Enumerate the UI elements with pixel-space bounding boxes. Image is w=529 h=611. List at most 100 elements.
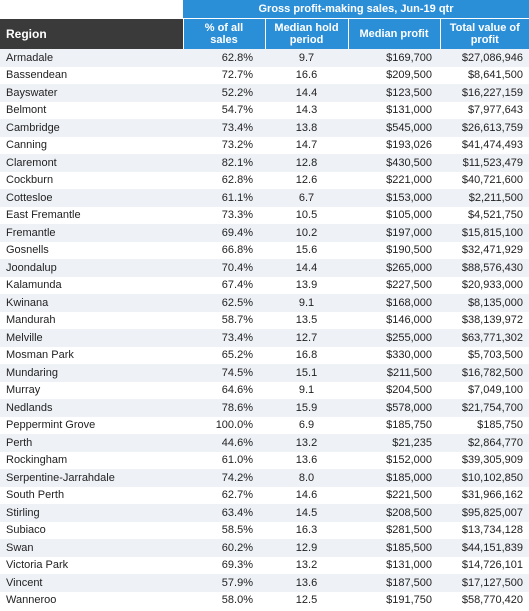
value-cell: 13.6 — [265, 574, 348, 592]
value-cell: 65.2% — [221, 349, 253, 362]
value-cell: 78.6% — [183, 399, 265, 417]
region-cell: Wanneroo — [6, 594, 57, 607]
value-cell: 44.6% — [183, 434, 265, 452]
table-row: Armadale 62.8% 9.7 $169,700 $27,086,946 — [0, 49, 529, 67]
table-row: Cockburn 62.8% 12.6 $221,000 $40,721,600 — [0, 172, 529, 190]
table-row: Victoria Park 69.3% 13.2 $131,000 $14,726,10… — [0, 557, 529, 575]
value-cell: 62.7% — [221, 489, 253, 502]
value-cell: 12.8 — [265, 154, 348, 172]
region-cell: Nedlands — [0, 399, 183, 417]
table-row: Gosnells 66.8% 15.6 $190,500 $32,471,929 — [0, 242, 529, 260]
region-cell: Victoria Park — [6, 559, 69, 572]
table-row: Vincent 57.9% 13.6 $187,500 $17,127,500 — [0, 574, 529, 592]
value-cell: $13,734,128 — [461, 524, 523, 537]
column-header: Median profit — [347, 18, 440, 49]
value-cell: 13.2 — [265, 434, 348, 452]
value-cell: $38,139,972 — [461, 314, 523, 327]
region-cell: Mandurah — [6, 314, 56, 327]
value-cell: $105,000 — [386, 209, 432, 222]
table-row: South Perth 62.7% 14.6 $221,500 $31,966,162 — [0, 487, 529, 505]
table-row: Peppermint Grove 100.0% 6.9 $185,750 $185,75… — [0, 417, 529, 435]
table-row: Kalamunda 67.4% 13.9 $227,500 $20,933,000 — [0, 277, 529, 295]
value-cell: $7,977,643 — [467, 104, 523, 117]
value-cell: $430,500 — [348, 154, 440, 172]
value-cell: $88,576,430 — [440, 259, 529, 277]
table-row: Bassendean 72.7% 16.6 $209,500 $8,641,500 — [0, 67, 529, 85]
value-cell: 12.9 — [265, 539, 348, 557]
region-cell: Claremont — [0, 154, 183, 172]
table-row: Canning 73.2% 14.7 $193,026 $41,474,493 — [0, 137, 529, 155]
value-cell: $131,000 — [386, 104, 432, 117]
value-cell: $2,211,500 — [440, 189, 529, 207]
value-cell: 15.9 — [265, 399, 348, 417]
value-cell: 82.1% — [183, 154, 265, 172]
value-cell: $41,474,493 — [461, 139, 523, 152]
region-cell: Melville — [0, 329, 183, 347]
value-cell: $204,500 — [386, 384, 432, 397]
value-cell: $227,500 — [386, 279, 432, 292]
value-cell: 73.4% — [183, 329, 265, 347]
value-cell: 14.6 — [295, 489, 318, 502]
header-row: Gross profit-making sales, Jun-19 qtr — [0, 0, 529, 19]
table-row: Kwinana 62.5% 9.1 $168,000 $8,135,000 — [0, 294, 529, 312]
region-cell: Stirling — [0, 504, 183, 522]
value-cell: $146,000 — [386, 314, 432, 327]
value-cell: $21,754,700 — [440, 399, 529, 417]
value-cell: 54.7% — [221, 104, 253, 117]
value-cell: $8,641,500 — [467, 69, 523, 82]
value-cell: 57.9% — [183, 574, 265, 592]
value-cell: $191,750 — [386, 594, 432, 607]
table-row: Perth 44.6% 13.2 $21,235 $2,864,770 — [0, 434, 529, 452]
value-cell: $32,471,929 — [461, 244, 523, 257]
table-row: Rockingham 61.0% 13.6 $152,000 $39,305,909 — [0, 452, 529, 470]
value-cell: 13.9 — [295, 279, 318, 292]
value-cell: $185,500 — [348, 539, 440, 557]
value-cell: $197,000 — [348, 224, 440, 242]
column-header: % of all sales — [182, 18, 265, 49]
region-cell: Kwinana — [0, 294, 183, 312]
region-cell: Murray — [6, 384, 41, 397]
value-cell: 62.5% — [183, 294, 265, 312]
value-cell: 13.6 — [295, 454, 318, 467]
value-cell: $11,523,479 — [440, 154, 529, 172]
table-row: Mandurah 58.7% 13.5 $146,000 $38,139,972 — [0, 312, 529, 330]
value-cell: 16.6 — [295, 69, 318, 82]
value-cell: 62.8% — [221, 174, 253, 187]
region-cell: Perth — [0, 434, 183, 452]
table-header: Gross profit-making sales, Jun-19 qtr Re… — [0, 0, 529, 49]
table-row: Melville 73.4% 12.7 $255,000 $63,771,302 — [0, 329, 529, 347]
value-cell: $16,227,159 — [440, 84, 529, 102]
value-cell: $185,750 — [477, 419, 523, 432]
region-cell: Cambridge — [0, 119, 183, 137]
value-cell: $7,049,100 — [467, 384, 523, 397]
value-cell: 13.5 — [295, 314, 318, 327]
value-cell: $330,000 — [386, 349, 432, 362]
value-cell: $190,500 — [386, 244, 432, 257]
table-row: Swan 60.2% 12.9 $185,500 $44,151,839 — [0, 539, 529, 557]
value-cell: 12.6 — [295, 174, 318, 187]
value-cell: $209,500 — [386, 69, 432, 82]
value-cell: 9.7 — [265, 49, 348, 67]
column-header: Total value of profit — [439, 18, 529, 49]
value-cell: $63,771,302 — [440, 329, 529, 347]
region-cell: Bayswater — [0, 84, 183, 102]
value-cell: 9.1 — [298, 384, 315, 397]
value-cell: 14.7 — [295, 139, 318, 152]
value-cell: $15,815,100 — [440, 224, 529, 242]
value-cell: $281,500 — [386, 524, 432, 537]
value-cell: $265,000 — [348, 259, 440, 277]
value-cell: $31,966,162 — [461, 489, 523, 502]
region-cell: Cottesloe — [0, 189, 183, 207]
value-cell: 69.3% — [221, 559, 253, 572]
value-cell: 13.8 — [265, 119, 348, 137]
value-cell: $185,750 — [386, 419, 432, 432]
value-cell: 100.0% — [215, 419, 253, 432]
region-cell: Peppermint Grove — [6, 419, 96, 432]
table-row: Mosman Park 65.2% 16.8 $330,000 $5,703,500 — [0, 347, 529, 365]
table-row: Claremont 82.1% 12.8 $430,500 $11,523,479 — [0, 154, 529, 172]
table-row: Wanneroo 58.0% 12.5 $191,750 $58,770,420 — [0, 592, 529, 610]
value-cell: $221,000 — [386, 174, 432, 187]
region-cell: Subiaco — [6, 524, 46, 537]
value-cell: 69.4% — [183, 224, 265, 242]
